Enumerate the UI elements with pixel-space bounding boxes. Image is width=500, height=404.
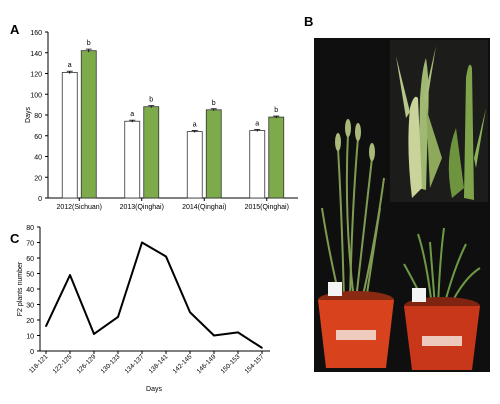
y-tick-label: 50 bbox=[26, 272, 34, 279]
bar bbox=[124, 120, 141, 199]
x-tick-label: 2015(Qinghai) bbox=[245, 204, 289, 211]
photo-left-pot bbox=[318, 282, 394, 368]
y-axis-label: F2 plants number bbox=[17, 261, 24, 316]
data-point bbox=[117, 316, 119, 318]
y-tick-label: 40 bbox=[34, 155, 42, 162]
panel-label-c: C bbox=[10, 231, 20, 246]
y-tick-label: 70 bbox=[26, 241, 34, 248]
x-tick-label: 122-125 bbox=[52, 353, 74, 375]
y-tick-label: 0 bbox=[30, 349, 34, 356]
significance-letter: a bbox=[68, 62, 72, 69]
photo-inset-spike-closeup bbox=[390, 40, 488, 202]
y-tick-label: 60 bbox=[26, 256, 34, 263]
series-line bbox=[45, 241, 263, 349]
data-point bbox=[69, 274, 71, 276]
panel-label-a: A bbox=[10, 22, 20, 37]
bar bbox=[186, 131, 203, 199]
significance-letter: b bbox=[212, 100, 216, 107]
y-tick-label: 20 bbox=[34, 175, 42, 182]
y-tick-label: 20 bbox=[26, 318, 34, 325]
x-tick-label: 138-141 bbox=[148, 353, 170, 375]
x-tick-label: 2014(Qinghai) bbox=[182, 204, 226, 211]
photo-left-spikes bbox=[335, 119, 375, 161]
data-point bbox=[93, 333, 95, 335]
significance-letter: b bbox=[149, 97, 153, 104]
bar bbox=[268, 116, 285, 199]
y-tick-label: 80 bbox=[34, 113, 42, 120]
y-tick-label: 60 bbox=[34, 134, 42, 141]
significance-letter: b bbox=[274, 107, 278, 114]
x-tick-label: 142-145 bbox=[172, 353, 194, 375]
y-axis-label: Days bbox=[25, 107, 32, 123]
data-point bbox=[189, 311, 191, 314]
chart-a-flowering-days: 0 20 40 60 80 100 120 140 160 Days a b 2012(Sichuan)… bbox=[25, 30, 298, 211]
y-tick-label: 80 bbox=[26, 225, 34, 232]
data-point bbox=[141, 241, 143, 244]
chart-c-f2-distribution: 0 10 20 30 40 50 60 70 80 F2 plants number 118-121… bbox=[17, 225, 270, 393]
y-tick-label: 100 bbox=[30, 92, 42, 99]
x-tick-label: 126-129 bbox=[76, 353, 98, 375]
bar bbox=[143, 106, 160, 199]
bar bbox=[205, 109, 222, 199]
x-tick-label: 130-133 bbox=[100, 353, 122, 375]
x-tick-label: 150-153 bbox=[220, 353, 242, 375]
y-tick-label: 120 bbox=[30, 72, 42, 79]
x-tick-label: 2012(Sichuan) bbox=[56, 204, 102, 211]
significance-letter: b bbox=[87, 40, 91, 47]
x-tick-label: 2013(Qinghai) bbox=[120, 204, 164, 211]
y-tick-label: 10 bbox=[26, 334, 34, 341]
photo-right-pot bbox=[404, 288, 480, 370]
data-point bbox=[165, 255, 167, 258]
data-point bbox=[261, 347, 263, 349]
x-tick-label: 134-137 bbox=[124, 353, 146, 375]
y-tick-label: 0 bbox=[38, 196, 42, 203]
x-tick-label: 146-149 bbox=[196, 353, 218, 375]
bar bbox=[249, 130, 266, 199]
y-tick-label: 40 bbox=[26, 287, 34, 294]
data-point bbox=[213, 334, 215, 337]
significance-letter: a bbox=[193, 122, 197, 129]
y-tick-label: 140 bbox=[30, 51, 42, 58]
bar bbox=[61, 72, 78, 199]
y-tick-label: 160 bbox=[30, 30, 42, 37]
y-tick-label: 30 bbox=[26, 303, 34, 310]
significance-letter: a bbox=[255, 121, 259, 128]
data-point bbox=[237, 331, 239, 334]
x-tick-label: 154-157 bbox=[244, 353, 266, 375]
x-tick-label: 118-121 bbox=[28, 353, 50, 375]
bar bbox=[80, 50, 97, 199]
significance-letter: a bbox=[130, 111, 134, 118]
x-axis-label: Days bbox=[146, 386, 162, 393]
data-point bbox=[45, 325, 47, 327]
panel-label-b: B bbox=[304, 14, 314, 29]
photo-b-wheat-plants bbox=[314, 38, 490, 372]
